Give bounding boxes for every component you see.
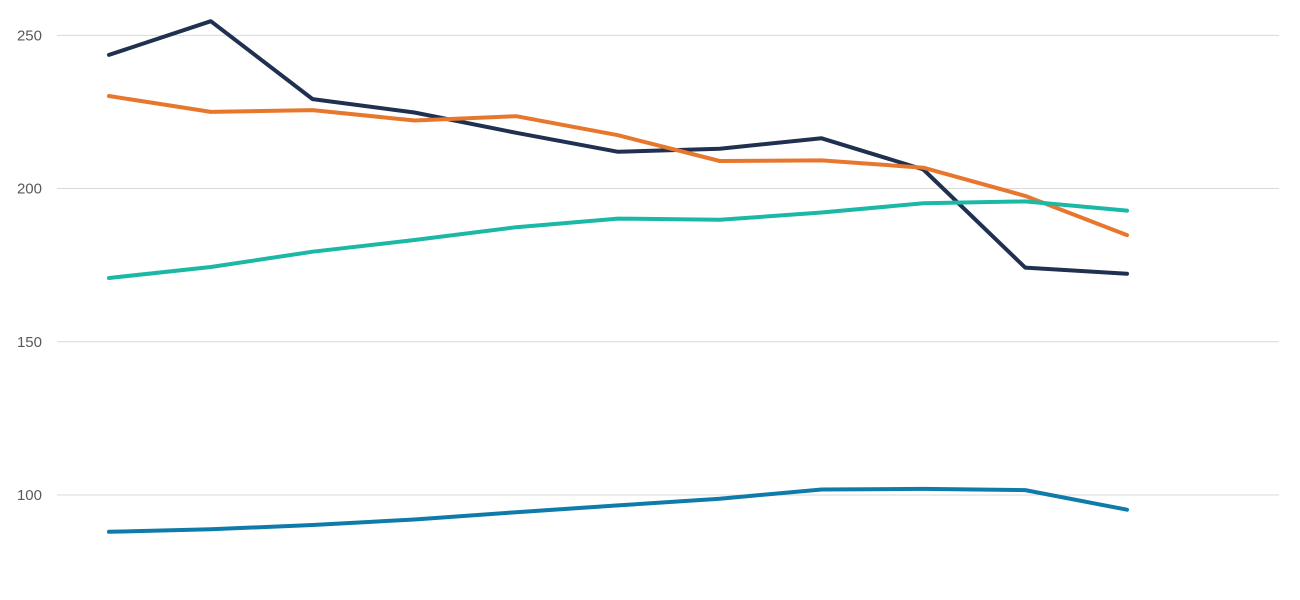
series-line-3 bbox=[107, 199, 1129, 280]
y-tick-label: 100 bbox=[17, 487, 42, 504]
y-axis-tick-labels: 100 150 200 250 bbox=[17, 27, 42, 504]
grid-lines bbox=[57, 34, 1279, 496]
y-tick-label: 150 bbox=[17, 334, 42, 351]
series-lines bbox=[107, 19, 1129, 534]
series-line-4 bbox=[107, 486, 1129, 534]
y-tick-label: 200 bbox=[17, 181, 42, 198]
y-tick-label: 250 bbox=[17, 27, 42, 44]
series-line-2 bbox=[107, 94, 1129, 238]
series-line-1 bbox=[107, 19, 1129, 276]
